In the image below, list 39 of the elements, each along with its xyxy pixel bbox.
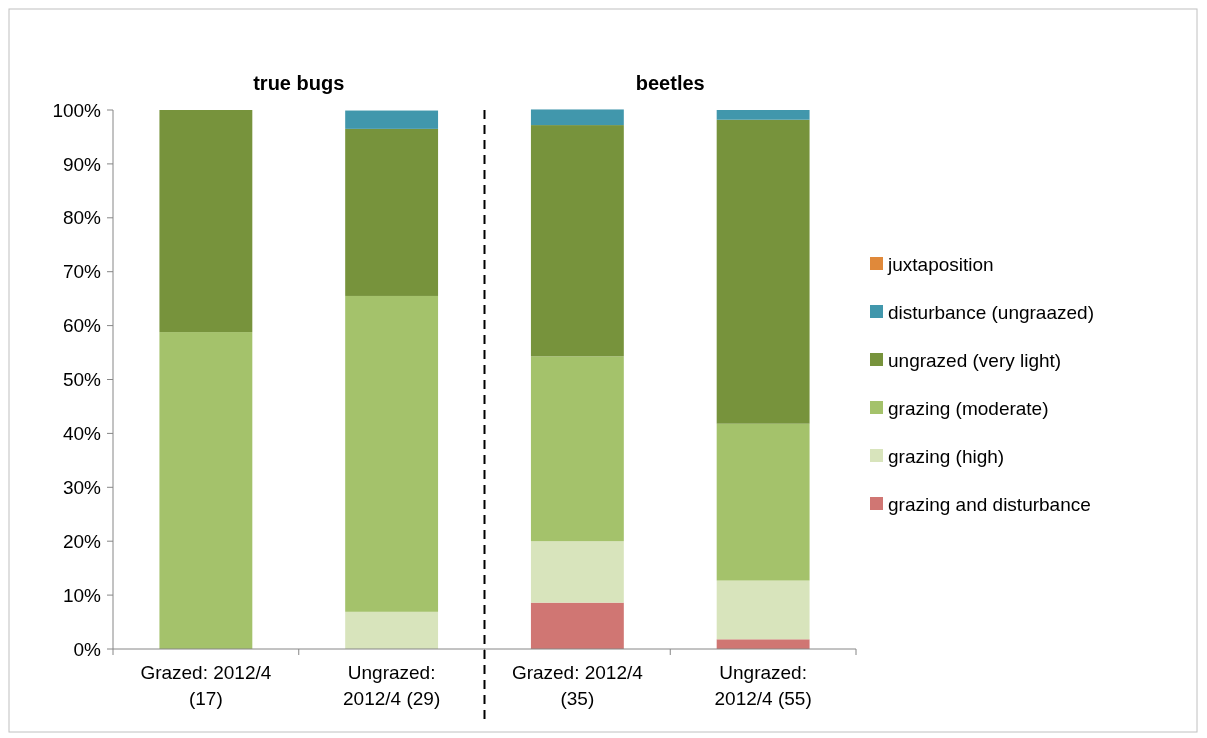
bar [345,110,439,129]
bar [345,611,439,649]
legend-label: disturbance (ungraazed) [888,301,1094,323]
bar [159,332,253,649]
bar [530,109,624,126]
x-tick-label: Ungrazed: 2012/4 (55) [714,662,812,709]
bar [530,541,624,603]
legend-label: grazing (high) [888,445,1005,467]
bar [530,125,624,357]
bar [716,639,810,649]
x-tick-label: Grazed: 2012/4 (35) [511,662,644,709]
bar [716,580,810,640]
x-tick-label: Ungrazed: 2012/4 (29) [343,662,441,709]
bar [345,128,439,296]
bar [530,602,624,649]
text: beetles [635,72,705,94]
y-tick-label: 80% [62,207,102,229]
text: true bugs [253,72,345,94]
legend-label: grazing and disturbance [888,493,1091,515]
bar [345,295,439,612]
y-tick-label: 70% [62,261,102,283]
x-tick-label: Grazed: 2012/4 (17) [140,662,272,709]
y-tick-label: 50% [62,369,102,391]
y-tick-label: 60% [62,315,102,337]
y-tick-label: 90% [62,153,102,175]
y-tick-label: 40% [62,423,102,445]
y-tick-label: 20% [62,530,102,552]
bar [716,110,810,120]
bar [530,356,624,542]
y-tick-label: 100% [52,99,102,121]
legend-label: grazing (moderate) [888,397,1049,419]
legend-label: juxtaposition [887,253,994,275]
y-tick-label: 30% [62,476,102,498]
legend-label: ungrazed (very light) [888,349,1062,371]
bar [159,110,253,333]
y-tick-label: 10% [62,584,102,606]
bar [716,119,810,424]
y-tick-label: 0% [73,638,102,660]
bar [716,423,810,581]
